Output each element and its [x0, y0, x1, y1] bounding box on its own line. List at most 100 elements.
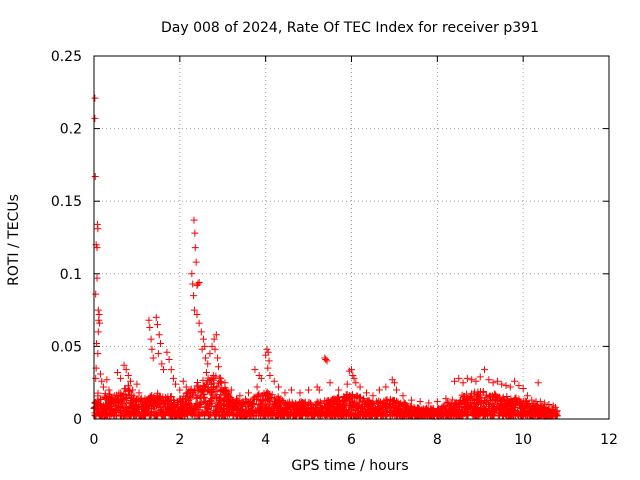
- data-point: [196, 408, 204, 416]
- data-point: [138, 400, 146, 408]
- data-point: [451, 377, 458, 385]
- data-point: [148, 405, 156, 413]
- data-point: [109, 409, 117, 417]
- data-point: [528, 396, 536, 404]
- data-point: [447, 412, 455, 420]
- data-point: [211, 412, 219, 420]
- data-point: [459, 379, 467, 387]
- data-point: [362, 409, 370, 417]
- data-point: [202, 354, 210, 362]
- data-point: [127, 399, 135, 407]
- x-tick-label: 8: [433, 432, 442, 448]
- data-point: [177, 403, 185, 411]
- data-point: [203, 387, 211, 395]
- y-tick-label: 0.15: [51, 194, 82, 210]
- data-point: [204, 386, 212, 394]
- data-point: [217, 397, 225, 405]
- data-point: [348, 398, 356, 406]
- data-point: [356, 383, 364, 391]
- data-point: [429, 406, 437, 414]
- data-point: [94, 389, 102, 397]
- data-point: [275, 383, 283, 391]
- data-point: [297, 403, 305, 411]
- data-point: [338, 411, 346, 419]
- data-point: [117, 374, 125, 382]
- data-point: [400, 401, 408, 409]
- data-point: [147, 411, 155, 419]
- data-point: [244, 398, 252, 406]
- data-point: [493, 377, 501, 385]
- data-point: [311, 410, 319, 418]
- data-point: [438, 403, 446, 411]
- data-point: [370, 407, 378, 415]
- data-point: [270, 405, 278, 413]
- data-point: [114, 397, 122, 405]
- data-point: [291, 399, 299, 407]
- data-point: [548, 408, 556, 416]
- data-point: [544, 410, 552, 418]
- data-point: [265, 357, 273, 365]
- data-point: [182, 404, 190, 412]
- data-point: [264, 348, 272, 356]
- data-point: [479, 389, 487, 397]
- data-point: [244, 409, 252, 417]
- data-point: [220, 396, 228, 404]
- data-point: [202, 369, 210, 377]
- data-point: [144, 409, 152, 417]
- data-point: [305, 386, 313, 394]
- data-point: [379, 409, 387, 417]
- x-tick-label: 6: [347, 432, 356, 448]
- data-point: [248, 400, 256, 408]
- data-point: [191, 229, 199, 237]
- data-point: [96, 395, 104, 403]
- data-point: [349, 371, 357, 379]
- data-point: [390, 379, 398, 387]
- data-point: [250, 393, 258, 401]
- data-point: [323, 397, 331, 405]
- data-point: [94, 350, 102, 358]
- data-point: [468, 376, 476, 384]
- data-point: [490, 405, 498, 413]
- data-point: [408, 396, 416, 404]
- data-point: [256, 407, 264, 415]
- data-point: [282, 405, 290, 413]
- data-point: [179, 377, 187, 385]
- data-point: [475, 408, 483, 416]
- data-point: [194, 280, 202, 288]
- data-point: [378, 411, 386, 419]
- data-point: [217, 374, 225, 382]
- data-point: [467, 403, 475, 411]
- data-point: [176, 386, 184, 394]
- data-point: [228, 405, 236, 413]
- data-point: [468, 390, 476, 398]
- data-point: [199, 335, 207, 343]
- data-point: [251, 395, 259, 403]
- data-point: [433, 398, 441, 406]
- data-point: [319, 409, 327, 417]
- data-point: [287, 386, 295, 394]
- data-point: [339, 401, 347, 409]
- data-point: [479, 411, 487, 419]
- data-point: [187, 395, 195, 403]
- data-point: [534, 379, 542, 387]
- data-point: [407, 406, 415, 414]
- data-point: [334, 403, 342, 411]
- data-point: [233, 395, 241, 403]
- data-point: [323, 412, 331, 420]
- data-point: [195, 386, 203, 394]
- data-point: [323, 357, 331, 365]
- data-point: [158, 398, 166, 406]
- data-point: [199, 394, 207, 402]
- data-point: [229, 404, 237, 412]
- data-point: [211, 345, 219, 353]
- data-point: [382, 401, 390, 409]
- data-point: [456, 403, 464, 411]
- data-point: [297, 412, 305, 420]
- data-point: [346, 401, 354, 409]
- x-tick-label: 10: [514, 432, 532, 448]
- data-point: [91, 94, 99, 102]
- data-point: [320, 402, 328, 410]
- data-point: [202, 398, 210, 406]
- data-point: [497, 402, 505, 410]
- data-point: [263, 345, 271, 353]
